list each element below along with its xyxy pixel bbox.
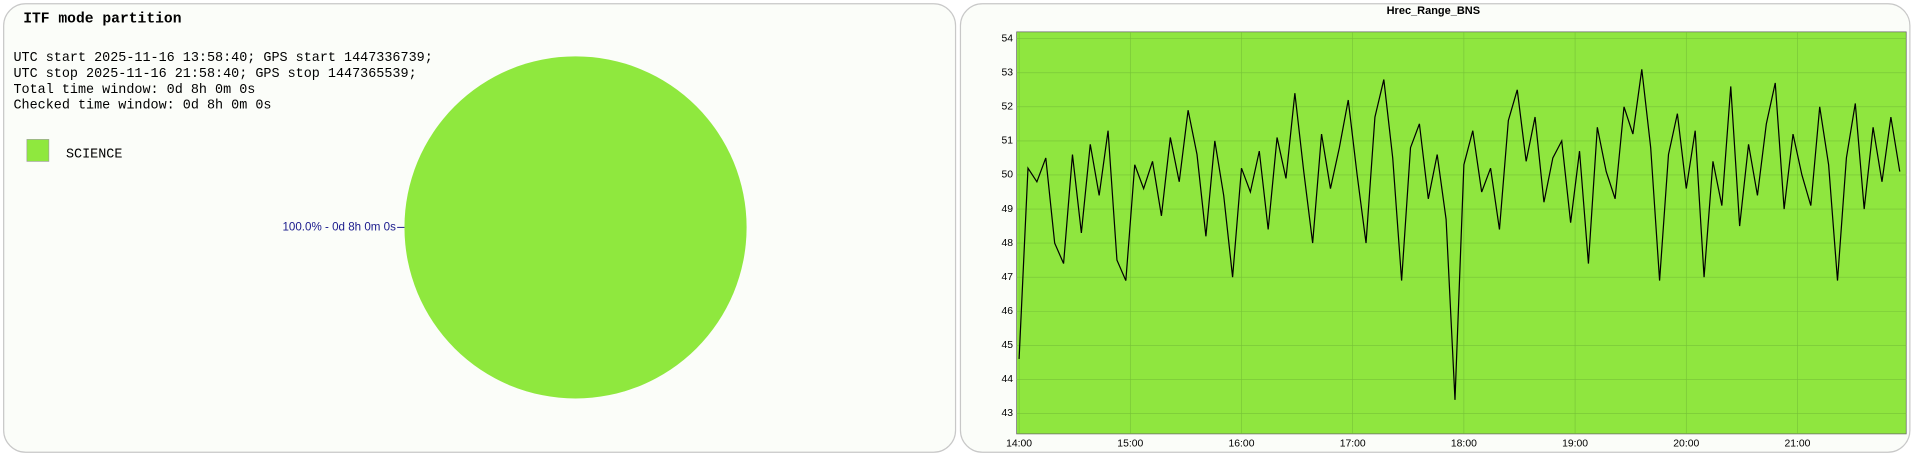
- slice-label: 100.0% - 0d 8h 0m 0s: [282, 220, 396, 233]
- y-tick-label: 44: [1001, 374, 1013, 385]
- x-tick-label: 20:00: [1673, 438, 1699, 449]
- pie-title: ITF mode partition: [23, 11, 181, 27]
- y-tick-label: 51: [1001, 136, 1013, 147]
- y-tick-label: 52: [1001, 102, 1013, 113]
- line-title: Hrec_Range_BNS: [1387, 5, 1480, 17]
- x-tick-label: 16:00: [1229, 438, 1255, 449]
- y-tick-label: 45: [1001, 340, 1013, 351]
- y-tick-label: 48: [1001, 238, 1013, 249]
- legend-label: SCIENCE: [66, 148, 122, 163]
- y-tick-label: 54: [1001, 33, 1013, 44]
- info-line: Checked time window: 0d 8h 0m 0s: [13, 99, 271, 114]
- x-tick-label: 14:00: [1006, 438, 1032, 449]
- y-tick-label: 49: [1001, 204, 1013, 215]
- x-tick-label: 19:00: [1562, 438, 1588, 449]
- data-line: [1018, 69, 1901, 400]
- y-tick-label: 47: [1001, 272, 1013, 283]
- y-tick-label: 53: [1001, 67, 1013, 78]
- y-tick-label: 46: [1001, 306, 1013, 317]
- x-tick-label: 17:00: [1340, 438, 1366, 449]
- y-tick-label: 50: [1001, 170, 1013, 181]
- info-line: UTC stop 2025-11-16 21:58:40; GPS stop 1…: [13, 67, 416, 82]
- info-line: Total time window: 0d 8h 0m 0s: [13, 83, 255, 98]
- pie-slice: [404, 56, 747, 399]
- info-line: UTC start 2025-11-16 13:58:40; GPS start…: [13, 51, 432, 66]
- legend-swatch: [26, 139, 50, 162]
- x-tick-label: 21:00: [1784, 438, 1810, 449]
- y-tick-label: 43: [1001, 408, 1013, 419]
- x-tick-label: 18:00: [1451, 438, 1477, 449]
- x-tick-label: 15:00: [1117, 438, 1143, 449]
